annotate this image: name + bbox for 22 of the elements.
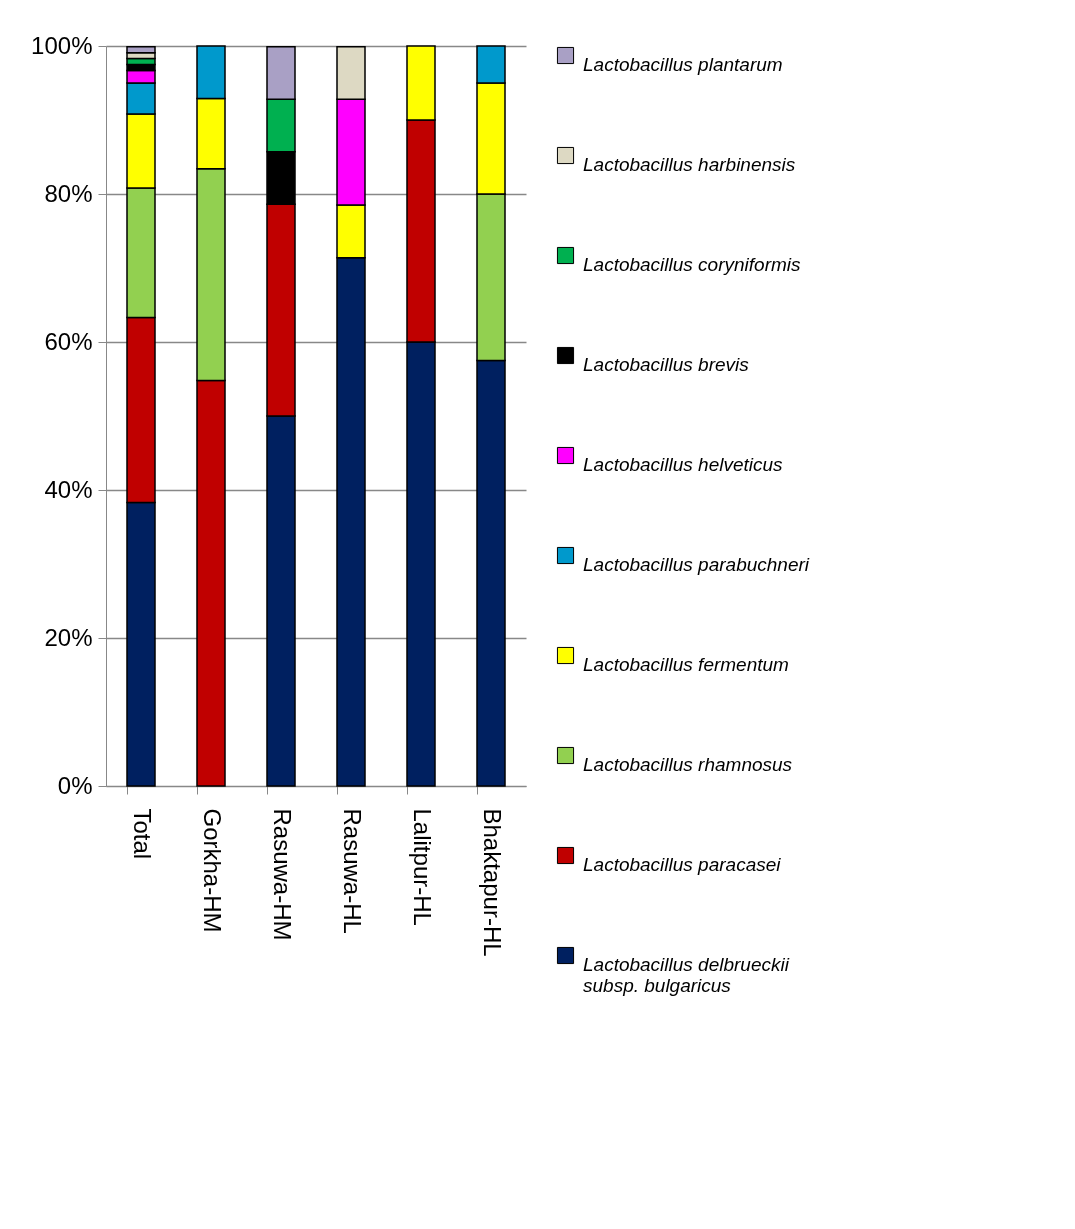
legend-label: Lactobacillus paracasei [583, 853, 782, 875]
x-tick-label: Lalitpur-HL [409, 808, 436, 926]
y-tick-label: 80% [44, 179, 93, 207]
legend-label: Lactobacillus helveticus [583, 453, 784, 475]
x-tick-label: Total [129, 808, 156, 860]
y-tick-label: 20% [44, 623, 93, 651]
legend-label: Lactobacillus delbrueckii subsp. bulgaricus [583, 953, 790, 996]
x-tick-label: Rasuwa-HM [269, 808, 296, 941]
legend-label: Lactobacillus parabuchneri [583, 553, 810, 575]
y-tick-label: 60% [44, 327, 93, 355]
y-tick-label: 0% [57, 771, 93, 799]
legend-label: Lactobacillus harbinensis [583, 153, 796, 175]
y-tick-label: 40% [44, 475, 93, 503]
y-tick-label: 100% [31, 31, 93, 59]
x-tick-label: Rasuwa-HL [339, 808, 366, 934]
legend-label: Lactobacillus fermentum [583, 653, 789, 675]
x-tick-label: Gorkha-HM [199, 808, 226, 933]
legend-label: Lactobacillus plantarum [583, 53, 783, 75]
legend-label: Lactobacillus brevis [583, 353, 750, 375]
legend-label: Lactobacillus rhamnosus [583, 753, 793, 775]
legend-label: Lactobacillus coryniformis [583, 253, 802, 275]
x-tick-label: Bhaktapur-HL [479, 808, 506, 957]
